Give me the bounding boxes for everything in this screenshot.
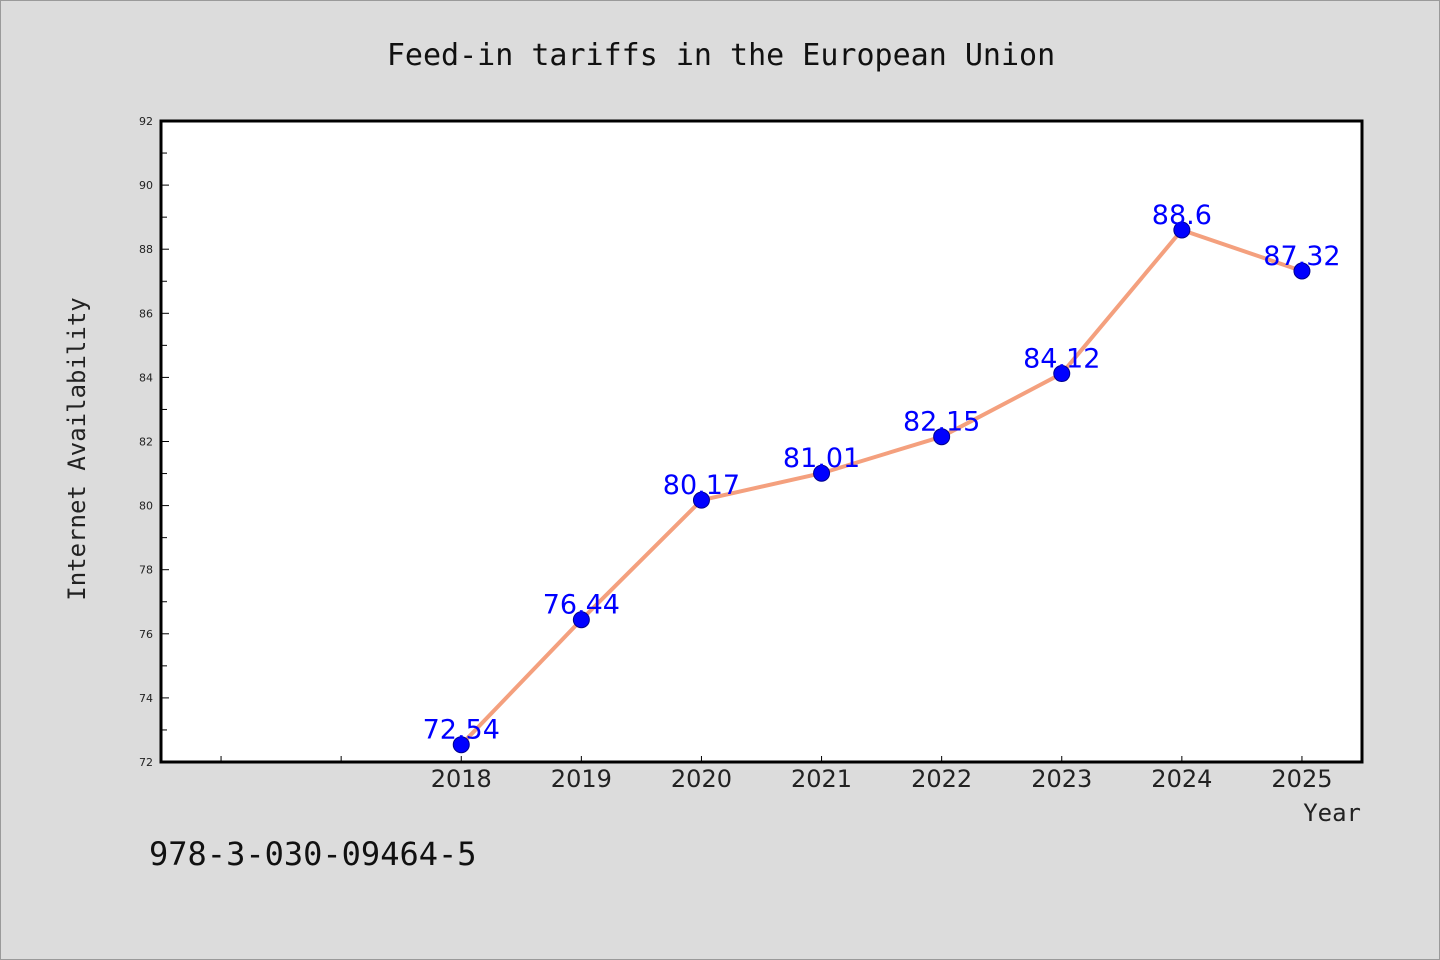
x-axis: 2018 2019 2020 2021 2022 2023 2024 2025 bbox=[220, 756, 1332, 793]
data-label: 81.01 bbox=[783, 443, 860, 474]
data-point-marker bbox=[1053, 365, 1071, 383]
y-tick-label: 88 bbox=[139, 243, 153, 256]
x-tick-label: 2018 bbox=[431, 765, 492, 793]
data-point-marker bbox=[813, 464, 831, 482]
data-point-marker bbox=[452, 736, 470, 754]
y-tick-label: 90 bbox=[139, 179, 153, 192]
x-axis-label: Year bbox=[1303, 799, 1361, 827]
data-point-marker bbox=[692, 491, 710, 509]
y-tick-label: 80 bbox=[139, 500, 153, 513]
x-tick-label: 2020 bbox=[671, 765, 732, 793]
data-label: 84.12 bbox=[1023, 344, 1100, 375]
x-tick-label: 2022 bbox=[911, 765, 972, 793]
data-point-marker bbox=[572, 611, 590, 629]
y-tick-label: 84 bbox=[139, 371, 153, 384]
y-tick-label: 92 bbox=[139, 115, 153, 128]
isbn-text: 978-3-030-09464-5 bbox=[149, 835, 477, 873]
x-tick-label: 2025 bbox=[1271, 765, 1332, 793]
plot-area bbox=[159, 119, 1364, 764]
y-axis: 72 74 76 78 80 82 84 86 88 90 92 bbox=[139, 115, 169, 769]
data-point-marker bbox=[933, 428, 951, 446]
data-label: 87.32 bbox=[1263, 241, 1340, 272]
series-line bbox=[459, 227, 1304, 747]
data-labels-group: 72.54 76.44 80.17 81.01 82.15 84.12 88.6 87.32 bbox=[423, 200, 1341, 746]
series-line-group bbox=[452, 221, 1311, 754]
chart-title: Feed-in tariffs in the European Union bbox=[387, 38, 1055, 73]
y-tick-label: 72 bbox=[139, 756, 153, 769]
y-tick-label: 82 bbox=[139, 436, 153, 449]
data-label: 80.17 bbox=[663, 470, 740, 501]
data-label: 72.54 bbox=[423, 715, 500, 746]
data-label: 82.15 bbox=[903, 407, 980, 438]
data-label: 88.6 bbox=[1152, 200, 1212, 231]
data-point-marker bbox=[1293, 262, 1311, 280]
y-tick-label: 76 bbox=[139, 628, 153, 641]
x-tick-label: 2024 bbox=[1151, 765, 1212, 793]
y-axis-label: Internet Availability bbox=[63, 297, 91, 600]
x-tick-label: 2023 bbox=[1031, 765, 1092, 793]
y-tick-label: 78 bbox=[139, 564, 153, 577]
y-tick-label: 86 bbox=[139, 307, 153, 320]
data-label: 76.44 bbox=[543, 590, 620, 621]
y-tick-label: 74 bbox=[139, 692, 153, 705]
x-tick-label: 2019 bbox=[551, 765, 612, 793]
data-point-marker bbox=[1173, 221, 1191, 239]
x-tick-label: 2021 bbox=[791, 765, 852, 793]
